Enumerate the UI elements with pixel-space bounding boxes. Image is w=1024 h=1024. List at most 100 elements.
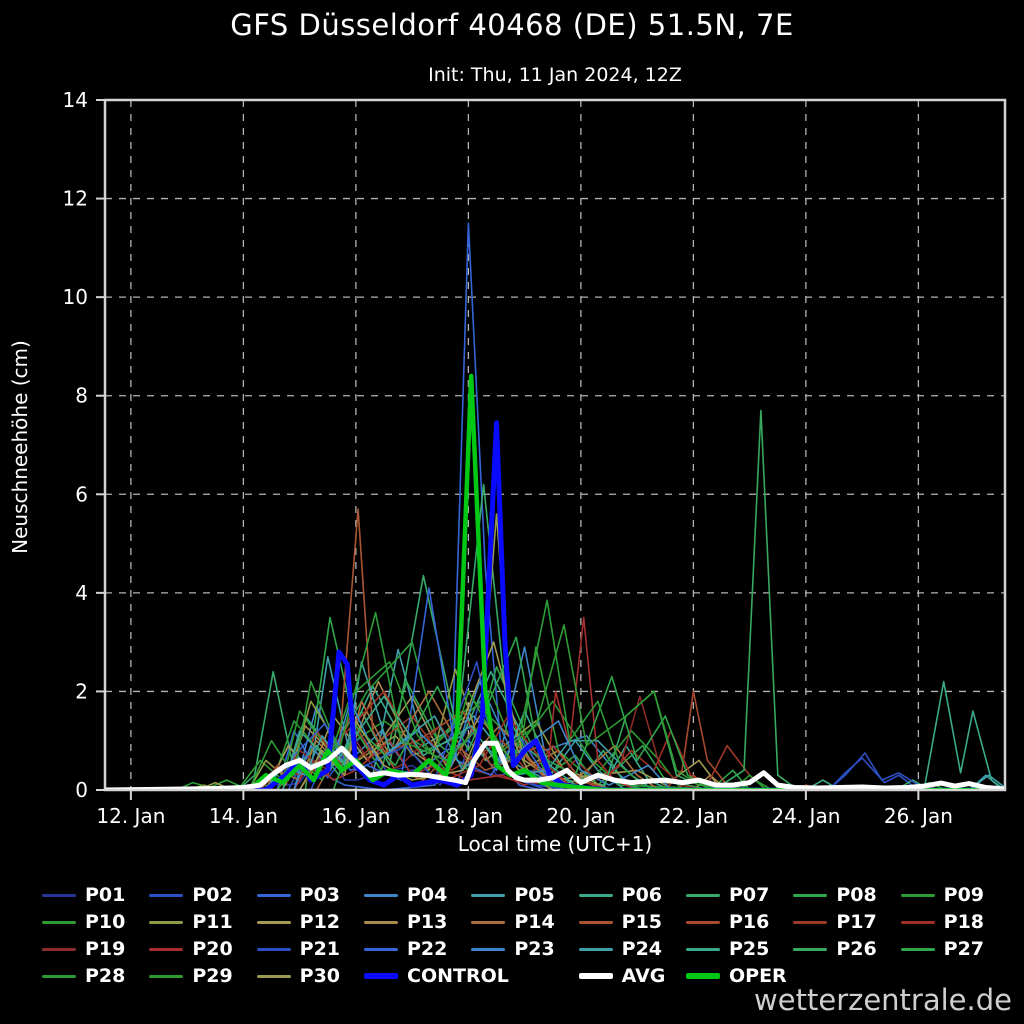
legend-label: P23 — [514, 938, 555, 960]
legend-item-p10: P10 — [42, 911, 149, 933]
y-tick-label: 4 — [75, 581, 88, 605]
legend-item-p14: P14 — [471, 911, 578, 933]
plot-border — [103, 98, 1007, 792]
legend-swatch — [686, 973, 720, 979]
legend-item-p04: P04 — [364, 884, 471, 906]
x-tick-label: 18. Jan — [434, 804, 503, 828]
legend-swatch — [149, 947, 184, 951]
series-line-P24 — [105, 661, 1005, 790]
legend-label: P08 — [836, 884, 877, 906]
x-axis-label: Local time (UTC+1) — [457, 832, 653, 856]
legend-item-p24: P24 — [578, 938, 686, 960]
chart-title: GFS Düsseldorf 40468 (DE) 51.5N, 7E — [230, 8, 794, 42]
x-tick-label: 26. Jan — [884, 804, 953, 828]
legend-item-p11: P11 — [149, 911, 256, 933]
legend-label: P04 — [407, 884, 448, 906]
legend-swatch — [42, 974, 76, 978]
series-line-AVG — [105, 740, 1005, 790]
legend-label: P22 — [407, 938, 448, 960]
legend-item-p02: P02 — [149, 884, 256, 906]
legend-swatch — [149, 920, 184, 924]
legend-row: P01 P02 P03 P04 P05 P06 P07 P08 P09 — [42, 884, 1008, 906]
legend-label: P06 — [621, 884, 663, 906]
plot-area: 12. Jan 14. Jan 16. Jan 18. Jan 20. Jan 22. J… — [63, 88, 1007, 828]
legend-swatch — [793, 920, 828, 924]
legend-label: P19 — [85, 938, 126, 960]
legend-item-p18: P18 — [900, 911, 1008, 933]
legend-swatch — [793, 893, 828, 897]
legend-item-oper: OPER — [686, 965, 793, 987]
y-tick-label: 2 — [75, 679, 88, 703]
x-tick-label: 22. Jan — [659, 804, 728, 828]
legend-swatch — [256, 893, 291, 897]
legend-swatch — [471, 893, 506, 897]
legend-item-p21: P21 — [256, 938, 364, 960]
legend-item-p19: P19 — [42, 938, 149, 960]
legend-swatch — [364, 893, 398, 897]
legend-label: P02 — [192, 884, 233, 906]
legend-label: P10 — [85, 911, 126, 933]
y-tick-label: 12 — [63, 187, 88, 211]
series-line-P21 — [105, 661, 1005, 790]
legend-item-p16: P16 — [686, 911, 793, 933]
watermark-text: wetterzentrale.de — [754, 983, 1012, 1017]
series-line-P07 — [105, 483, 1005, 790]
legend-swatch — [578, 920, 613, 924]
x-tick-label: 24. Jan — [771, 804, 840, 828]
chart-subtitle: Init: Thu, 11 Jan 2024, 12Z — [428, 64, 682, 86]
legend-item-p03: P03 — [256, 884, 364, 906]
y-tick-label: 14 — [63, 88, 88, 112]
legend: P01 P02 P03 P04 P05 P06 P07 P08 P09 P10 P11 P12 P13 P… — [42, 884, 1008, 992]
x-tick-label: 20. Jan — [546, 804, 615, 828]
legend-item-p23: P23 — [471, 938, 578, 960]
legend-label: P15 — [621, 911, 663, 933]
legend-label: OPER — [729, 965, 787, 987]
legend-swatch — [42, 947, 76, 951]
legend-item-p09: P09 — [900, 884, 1008, 906]
legend-swatch — [578, 893, 613, 897]
legend-label: P18 — [943, 911, 985, 933]
series-line-P08 — [105, 616, 1005, 790]
legend-label: CONTROL — [407, 965, 509, 987]
legend-label: P12 — [299, 911, 341, 933]
series-line-P20 — [105, 616, 1005, 790]
legend-label: P03 — [299, 884, 341, 906]
legend-label: P17 — [836, 911, 877, 933]
legend-swatch — [686, 947, 720, 951]
legend-label: P05 — [514, 884, 555, 906]
legend-row: P19 P20 P21 P22 P23 P24 P25 P26 P27 — [42, 938, 1008, 960]
series-line-P27 — [105, 636, 1005, 790]
legend-item-p08: P08 — [793, 884, 900, 906]
legend-item-p25: P25 — [686, 938, 793, 960]
legend-label: P30 — [299, 965, 341, 987]
legend-label: P27 — [943, 938, 985, 960]
legend-label: P16 — [729, 911, 770, 933]
legend-item-p20: P20 — [149, 938, 256, 960]
legend-item-p01: P01 — [42, 884, 149, 906]
series-line-P23 — [105, 680, 1005, 790]
legend-row: P28 P29 P30 CONTROL AVG OPER — [42, 965, 1008, 987]
legend-swatch — [686, 920, 720, 924]
legend-item-p05: P05 — [471, 884, 578, 906]
legend-label: P21 — [299, 938, 341, 960]
x-tick-label: 12. Jan — [96, 804, 165, 828]
legend-swatch — [471, 947, 506, 951]
legend-item-p26: P26 — [793, 938, 900, 960]
legend-swatch — [149, 893, 184, 897]
legend-swatch — [686, 893, 720, 897]
legend-item-p15: P15 — [578, 911, 686, 933]
legend-swatch — [364, 920, 398, 924]
legend-item-p07: P07 — [686, 884, 793, 906]
legend-label: P20 — [192, 938, 233, 960]
legend-swatch — [900, 947, 935, 951]
legend-item-p13: P13 — [364, 911, 471, 933]
legend-swatch — [42, 893, 76, 897]
legend-swatch — [471, 920, 506, 924]
legend-label: P01 — [85, 884, 126, 906]
legend-item-p28: P28 — [42, 965, 149, 987]
legend-label: AVG — [621, 965, 666, 987]
legend-swatch — [900, 893, 935, 897]
legend-swatch — [364, 947, 398, 951]
x-tick-label: 14. Jan — [209, 804, 278, 828]
legend-item-avg: AVG — [578, 965, 686, 987]
